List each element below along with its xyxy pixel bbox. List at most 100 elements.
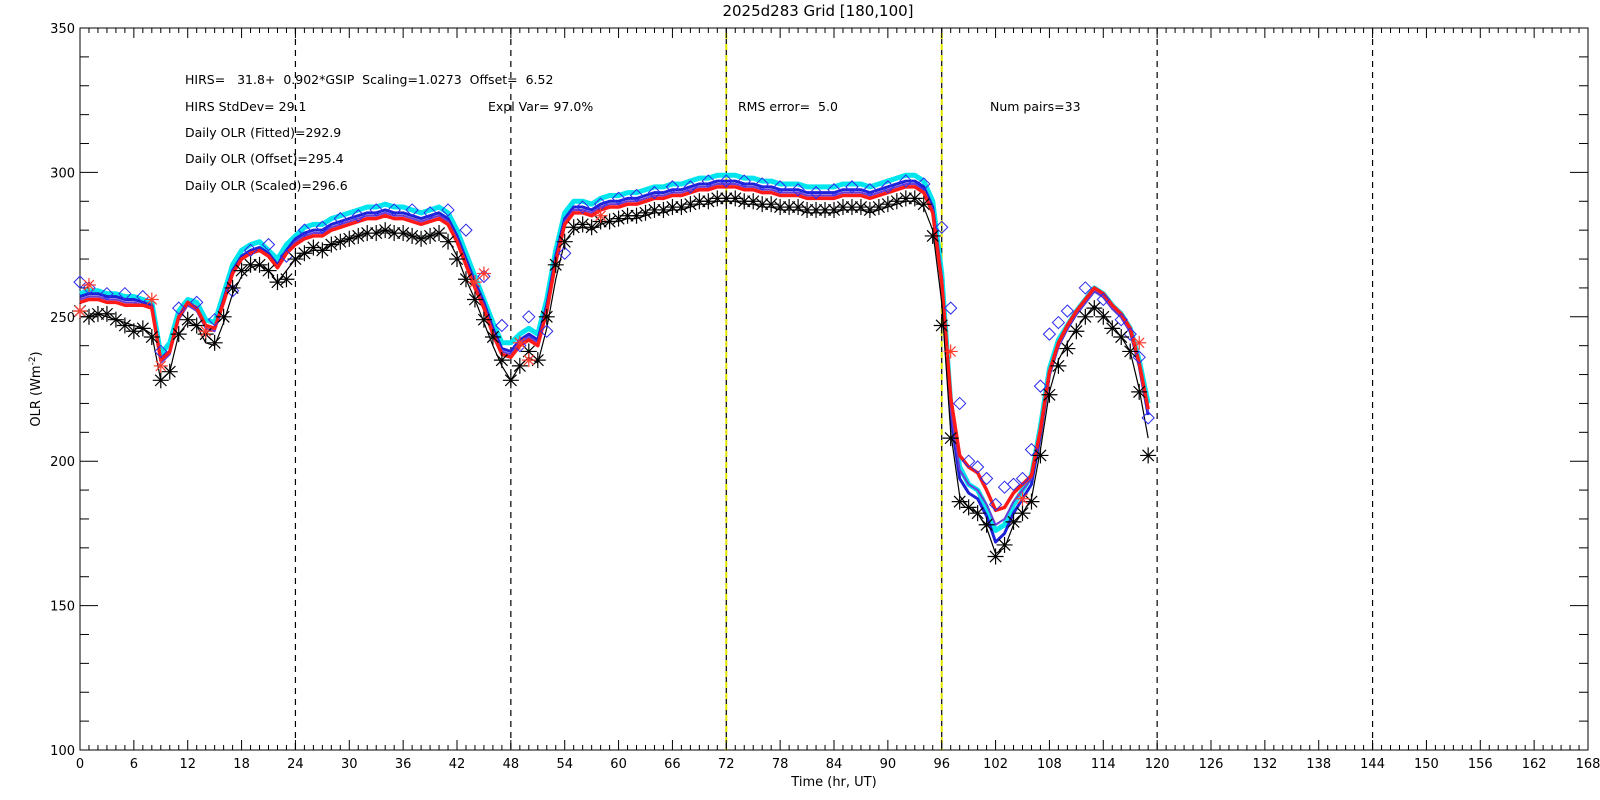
star-marker-black [1113, 329, 1130, 346]
star-marker-red [144, 292, 159, 307]
series-line-1 [79, 179, 1150, 544]
diamond-marker [540, 324, 554, 338]
diamond-marker [719, 174, 733, 188]
star-stroke [459, 273, 473, 286]
x-tick-label: 84 [826, 757, 843, 772]
star-stroke [783, 200, 796, 214]
star-marker-black [942, 430, 959, 447]
star-marker-black [125, 323, 142, 340]
diamond-marker [1132, 350, 1146, 364]
star-stroke [146, 294, 158, 305]
star-stroke [253, 258, 266, 271]
y-axis-title-superscript: -2 [28, 356, 38, 365]
diamond-marker [423, 206, 437, 220]
star-stroke [280, 273, 293, 286]
star-stroke [711, 192, 724, 205]
diamond-marker [441, 203, 455, 217]
star-marker-black [1041, 386, 1058, 403]
star-marker-black [107, 311, 124, 328]
star-marker-black [278, 271, 295, 288]
diamond-marker [1114, 312, 1128, 327]
star-stroke [136, 322, 149, 335]
star-stroke [289, 252, 302, 266]
diamond-marker [1006, 477, 1021, 492]
star-marker-black [1050, 357, 1067, 374]
star-stroke [1133, 337, 1145, 349]
star-stroke [127, 325, 140, 338]
series-line-3 [79, 185, 1150, 513]
star-marker-black [251, 256, 268, 273]
star-marker-black [583, 219, 600, 236]
star-stroke [379, 224, 392, 237]
x-tick-label: 156 [1468, 757, 1493, 772]
star-stroke [423, 229, 437, 243]
diamond-marker [82, 281, 96, 295]
diamond-marker [100, 286, 114, 301]
star-marker-red [1015, 491, 1030, 506]
star-stroke [558, 235, 571, 248]
star-stroke [91, 307, 105, 320]
diamond-marker [243, 243, 258, 258]
star-stroke [971, 507, 984, 520]
star-stroke [1106, 322, 1119, 335]
star-stroke [1043, 388, 1056, 401]
diamond-marker [1015, 471, 1030, 486]
star-stroke [881, 198, 894, 211]
star-stroke [1034, 449, 1047, 462]
star-marker-black [897, 190, 914, 207]
diamond-marker [558, 246, 572, 260]
star-stroke [388, 226, 401, 240]
star-marker-black [323, 236, 340, 253]
diamond-marker [333, 211, 348, 226]
star-stroke [1133, 385, 1146, 398]
star-stroke [163, 365, 176, 378]
star-stroke [675, 200, 688, 214]
star-stroke [343, 232, 356, 245]
diamond-marker [459, 223, 473, 237]
star-marker-black [98, 305, 115, 322]
star-marker-red [198, 324, 213, 339]
x-tick-label: 114 [1091, 757, 1116, 772]
diamond-marker [387, 203, 401, 217]
star-stroke [657, 203, 670, 217]
star-stroke [774, 200, 787, 214]
star-stroke [567, 221, 580, 234]
x-tick-label: 90 [880, 757, 897, 772]
star-stroke [980, 518, 993, 531]
star-stroke [630, 209, 643, 222]
star-marker-black [727, 190, 744, 207]
y-tick-label: 100 [50, 744, 75, 759]
diamond-marker [845, 180, 859, 194]
star-marker-black [978, 516, 995, 533]
diamond-marker [351, 209, 365, 223]
star-stroke [612, 212, 625, 225]
star-marker-red [512, 335, 527, 350]
star-marker-black [1086, 300, 1103, 317]
star-stroke [890, 195, 903, 208]
star-marker-black [547, 256, 564, 273]
x-tick-label: 36 [395, 757, 412, 772]
star-stroke [1124, 345, 1137, 358]
star-marker-red [153, 358, 168, 373]
star-marker-black [951, 493, 968, 510]
series-lines [79, 172, 1151, 555]
star-stroke [1025, 495, 1038, 508]
diamond-marker [952, 396, 967, 411]
star-marker-red [81, 278, 96, 293]
x-tick-label: 138 [1306, 757, 1331, 772]
diamond-marker [899, 174, 913, 188]
star-stroke [181, 313, 194, 326]
star-stroke [468, 293, 482, 306]
diamond-marker [970, 460, 985, 474]
x-tick-label: 162 [1522, 757, 1547, 772]
star-stroke [495, 354, 508, 367]
star-stroke [1115, 330, 1128, 344]
y-tick-label: 200 [50, 455, 75, 470]
y-axis-title: OLR (Wm-2) [28, 351, 44, 426]
star-stroke [684, 198, 697, 211]
x-tick-label: 0 [76, 757, 84, 772]
star-stroke [854, 200, 868, 214]
star-stroke [1017, 493, 1028, 505]
star-marker-black [161, 363, 178, 380]
diamond-marker [207, 312, 222, 327]
